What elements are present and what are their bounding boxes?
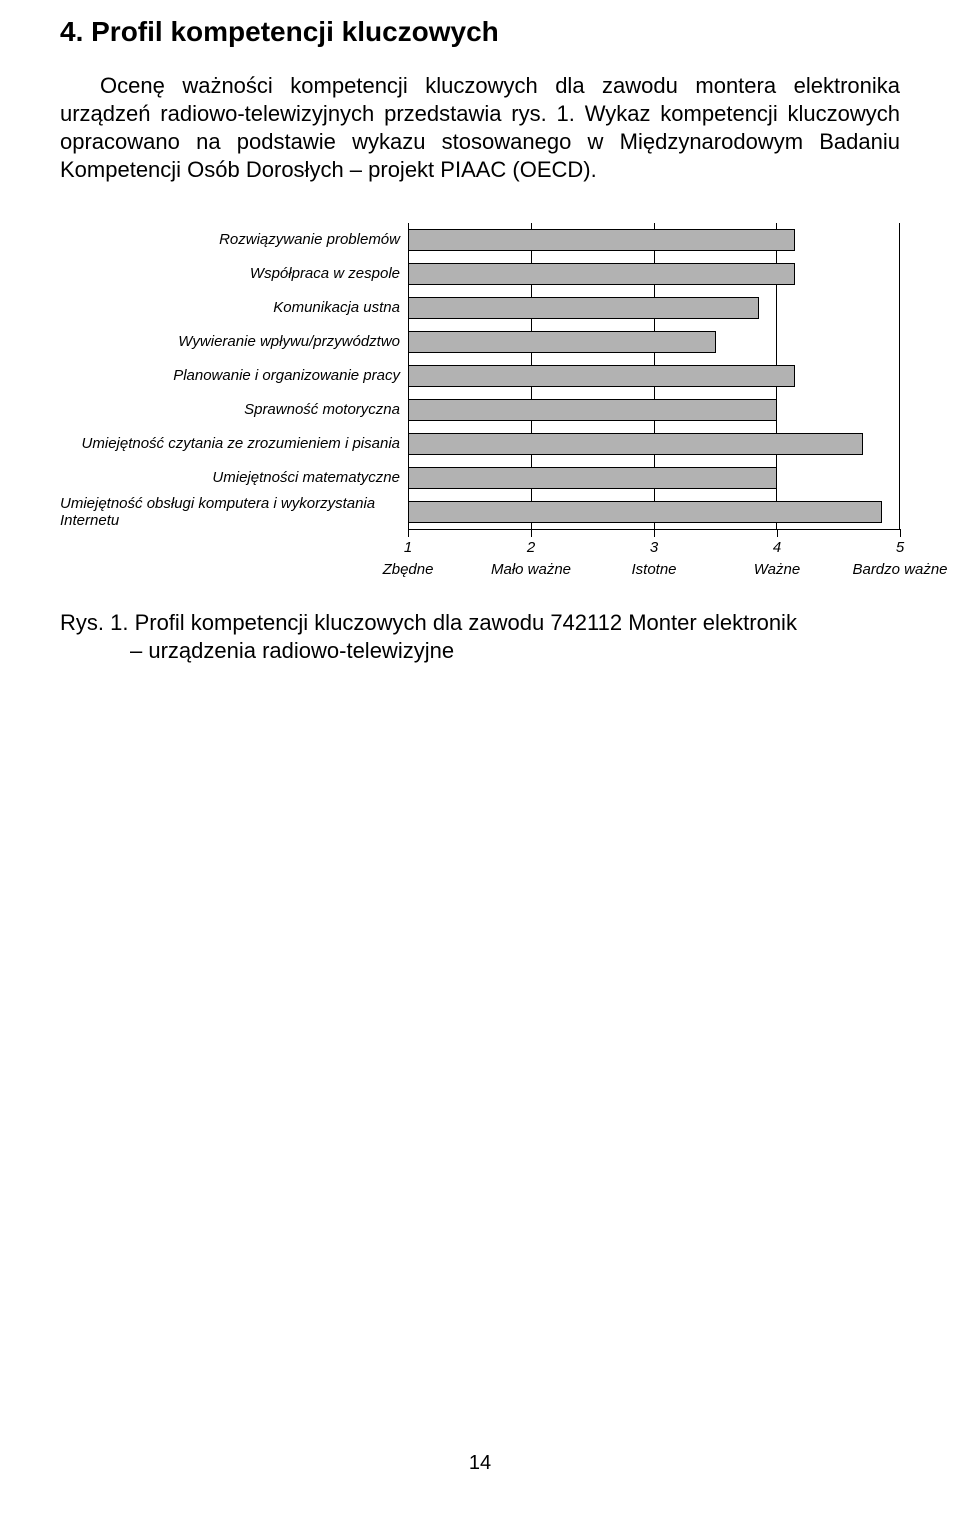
x-tick (654, 529, 655, 537)
chart-bar-slot (408, 257, 900, 291)
chart-x-ticks: 12345 (408, 529, 900, 557)
x-tick-description: Zbędne (383, 561, 434, 578)
chart-bar (408, 263, 795, 285)
x-tick-label: 2 (527, 539, 535, 556)
chart-category-label: Komunikacja ustna (60, 291, 408, 325)
chart-category-label: Sprawność motoryczna (60, 393, 408, 427)
chart-plot-area (408, 223, 900, 529)
chart-bar (408, 433, 863, 455)
axis-desc-spacer (60, 561, 408, 585)
x-tick-description: Mało ważne (491, 561, 571, 578)
competency-chart: Rozwiązywanie problemówWspółpraca w zesp… (60, 223, 900, 585)
chart-bar-slot (408, 461, 900, 495)
x-tick-description: Bardzo ważne (852, 561, 947, 578)
chart-bar (408, 399, 777, 421)
chart-x-desc-labels: ZbędneMało ważneIstotneWażneBardzo ważne (408, 561, 900, 585)
chart-body: Rozwiązywanie problemówWspółpraca w zesp… (60, 223, 900, 529)
x-tick-label: 5 (896, 539, 904, 556)
axis-spacer (60, 529, 408, 557)
chart-category-label: Umiejętności matematyczne (60, 461, 408, 495)
chart-bar (408, 467, 777, 489)
chart-y-labels: Rozwiązywanie problemówWspółpraca w zesp… (60, 223, 408, 529)
chart-bar (408, 501, 882, 523)
x-tick-label: 4 (773, 539, 781, 556)
chart-category-label: Planowanie i organizowanie pracy (60, 359, 408, 393)
chart-bar (408, 297, 759, 319)
chart-bar-slot (408, 223, 900, 257)
x-tick (777, 529, 778, 537)
chart-bar (408, 229, 795, 251)
chart-bar (408, 331, 716, 353)
chart-bar-slot (408, 325, 900, 359)
chart-bar-slot (408, 291, 900, 325)
figure-caption-line2: – urządzenia radiowo-telewizyjne (60, 637, 900, 665)
chart-category-label: Rozwiązywanie problemów (60, 223, 408, 257)
section-heading: 4. Profil kompetencji kluczowych (60, 16, 900, 48)
x-tick-label: 3 (650, 539, 658, 556)
chart-bar-slot (408, 359, 900, 393)
x-tick-label: 1 (404, 539, 412, 556)
x-tick-description: Ważne (754, 561, 800, 578)
chart-category-label: Współpraca w zespole (60, 257, 408, 291)
chart-bar-slot (408, 427, 900, 461)
chart-bar (408, 365, 795, 387)
chart-x-axis: 12345 (60, 529, 900, 557)
chart-bar-slot (408, 495, 900, 529)
chart-bars (408, 223, 900, 529)
intro-paragraph: Ocenę ważności kompetencji kluczowych dl… (60, 72, 900, 185)
page: 4. Profil kompetencji kluczowych Ocenę w… (0, 0, 960, 1515)
chart-x-axis-descriptions: ZbędneMało ważneIstotneWażneBardzo ważne (60, 561, 900, 585)
figure-caption-line1: Rys. 1. Profil kompetencji kluczowych dl… (60, 609, 900, 637)
chart-category-label: Umiejętność obsługi komputera i wykorzys… (60, 495, 408, 529)
chart-bar-slot (408, 393, 900, 427)
x-tick (408, 529, 409, 537)
figure-caption: Rys. 1. Profil kompetencji kluczowych dl… (60, 609, 900, 665)
x-tick-description: Istotne (631, 561, 676, 578)
chart-category-label: Umiejętność czytania ze zrozumieniem i p… (60, 427, 408, 461)
chart-category-label: Wywieranie wpływu/przywództwo (60, 325, 408, 359)
x-tick (900, 529, 901, 537)
x-tick (531, 529, 532, 537)
page-number: 14 (0, 1452, 960, 1475)
